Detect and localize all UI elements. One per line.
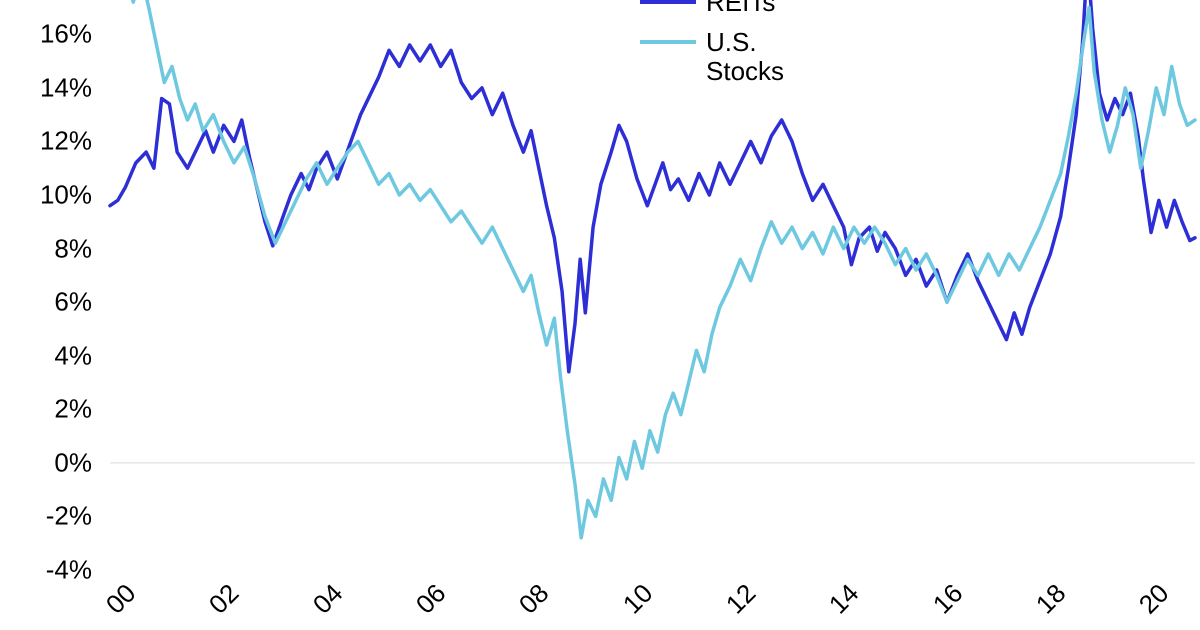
y-tick-label: 6% — [0, 287, 92, 318]
legend-label: REITs — [706, 0, 775, 17]
y-tick-label: 10% — [0, 180, 92, 211]
legend-swatch — [640, 40, 696, 44]
y-tick-label: 2% — [0, 394, 92, 425]
legend-item: U.S.Stocks — [640, 28, 784, 85]
y-tick-label: 8% — [0, 233, 92, 264]
y-tick-label: 4% — [0, 340, 92, 371]
y-tick-label: -4% — [0, 555, 92, 586]
y-tick-label: 14% — [0, 72, 92, 103]
legend-item: REITs — [640, 0, 775, 17]
legend-label: U.S.Stocks — [706, 28, 784, 85]
y-tick-label: 16% — [0, 19, 92, 50]
y-tick-label: 0% — [0, 447, 92, 478]
line-chart — [0, 0, 1200, 630]
y-tick-label: 12% — [0, 126, 92, 157]
y-tick-label: -2% — [0, 501, 92, 532]
legend-swatch — [640, 0, 696, 4]
